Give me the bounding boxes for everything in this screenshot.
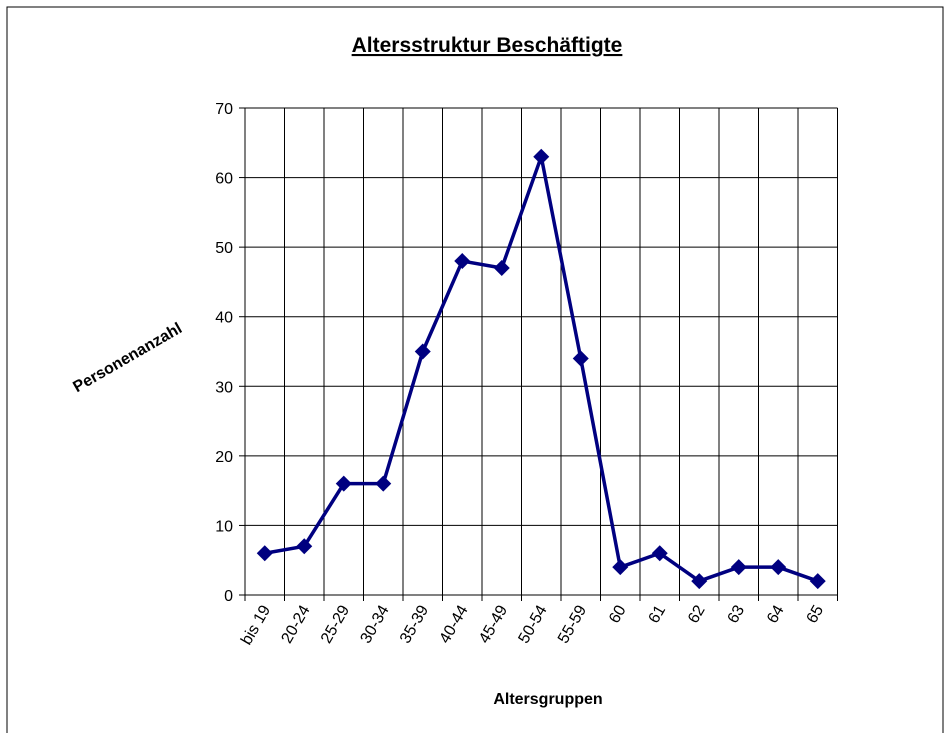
x-axis-label: Altersgruppen <box>493 691 602 708</box>
y-tick-label: 0 <box>224 588 233 605</box>
y-tick-label: 30 <box>215 379 233 396</box>
x-tick-label: 61 <box>646 602 670 626</box>
y-tick-label: 70 <box>215 101 233 118</box>
data-marker <box>375 475 392 492</box>
data-marker <box>454 253 471 270</box>
y-tick-label: 40 <box>215 310 233 327</box>
x-tick-label: 62 <box>685 602 709 626</box>
x-tick-label: 65 <box>804 602 828 626</box>
data-marker <box>809 573 826 590</box>
data-marker <box>256 545 273 562</box>
data-marker <box>335 475 352 492</box>
x-tick-label: 63 <box>725 602 749 626</box>
chart-title: Altersstruktur Beschäftigte <box>352 34 623 57</box>
y-tick-label: 10 <box>215 518 233 535</box>
data-marker <box>533 148 550 165</box>
y-tick-label: 50 <box>215 240 233 257</box>
chart-frame <box>6 6 944 733</box>
data-marker <box>414 343 431 360</box>
data-marker <box>572 350 589 367</box>
y-tick-label: 60 <box>215 171 233 188</box>
data-marker <box>296 538 313 555</box>
data-marker <box>651 545 668 562</box>
data-marker <box>612 559 629 576</box>
x-tick-label: 64 <box>764 602 788 626</box>
y-tick-label: 20 <box>215 449 233 466</box>
data-marker <box>691 573 708 590</box>
data-marker <box>770 559 787 576</box>
x-tick-label: 60 <box>606 602 630 626</box>
data-marker <box>730 559 747 576</box>
data-marker <box>493 260 510 277</box>
